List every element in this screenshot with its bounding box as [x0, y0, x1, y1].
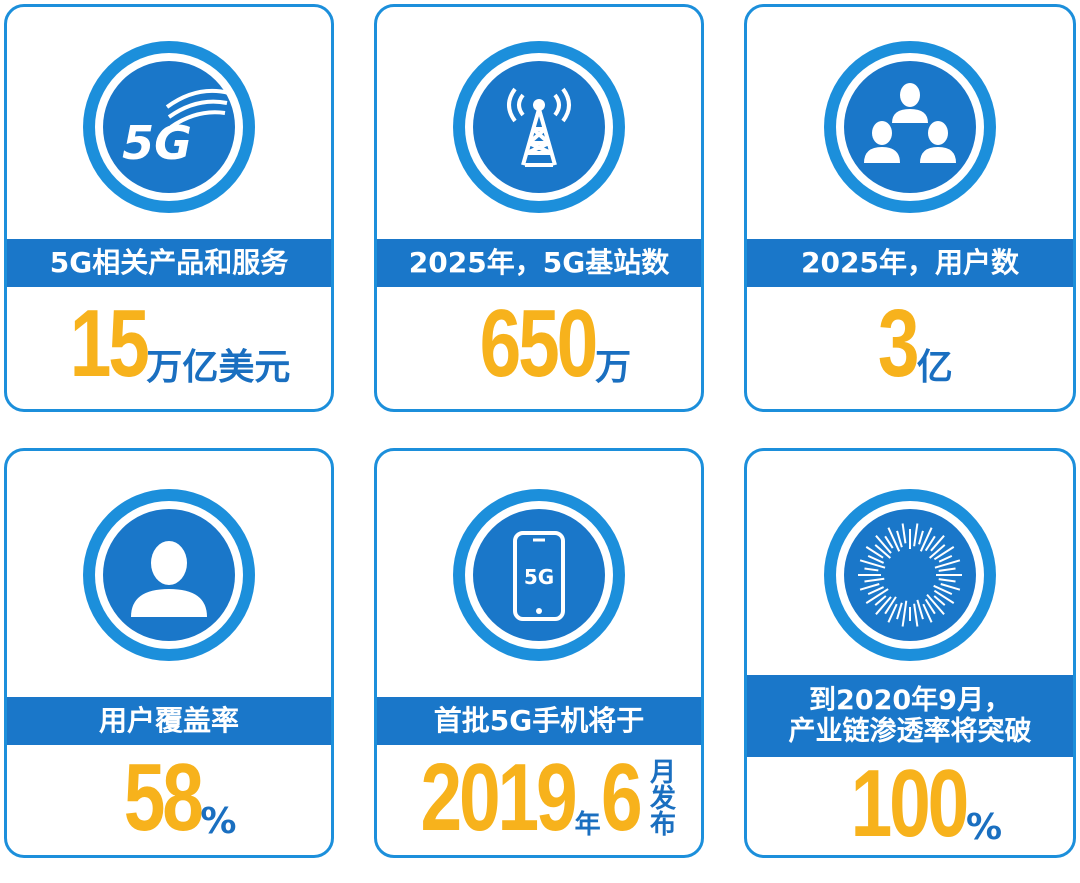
user-icon	[79, 485, 259, 665]
value-unit: %	[966, 807, 1003, 848]
value-year-unit: 年	[574, 810, 601, 840]
value-month-number: 6	[600, 744, 643, 851]
card-value: 58 %	[7, 744, 331, 851]
sunburst-ray	[913, 603, 919, 627]
cell-tower-icon	[449, 37, 629, 217]
card-penetration: 到2020年9月， 产业链渗透率将突破 100 %	[744, 448, 1076, 858]
value-unit: %	[200, 801, 237, 842]
sunburst-icon	[820, 485, 1000, 665]
sunburst-ray	[864, 577, 885, 583]
sunburst-ray	[938, 578, 956, 583]
card-label: 2025年，5G基站数	[377, 239, 701, 287]
card-value: 100 %	[747, 750, 1073, 857]
card-5g-phone: 5G 首批5G手机将于 2019 年 6 月发布	[374, 448, 704, 858]
card-coverage: 用户覆盖率 58 %	[4, 448, 334, 858]
sunburst-ray	[867, 586, 885, 596]
card-value: 3 亿	[747, 290, 1073, 397]
sunburst-ray	[930, 535, 945, 552]
sunburst-ray	[933, 589, 955, 604]
sunburst-ray	[865, 588, 889, 604]
sunburst-ray	[874, 595, 887, 606]
value-year-number: 2019	[420, 744, 577, 851]
sunburst-ray	[933, 595, 946, 606]
card-label: 到2020年9月， 产业链渗透率将突破	[747, 675, 1073, 757]
value-number: 3	[878, 290, 920, 397]
value-unit: 亿	[916, 347, 953, 388]
sunburst-ray	[875, 596, 892, 615]
5g-signal-icon: 5G	[79, 37, 259, 217]
card-label: 2025年，用户数	[747, 239, 1073, 287]
sunburst-ray	[875, 535, 892, 554]
sunburst-ray	[938, 567, 956, 572]
card-label: 首批5G手机将于	[377, 697, 701, 745]
value-number: 15	[69, 290, 149, 397]
svg-text:5G: 5G	[524, 565, 554, 589]
card-label: 用户覆盖率	[7, 697, 331, 745]
card-label: 5G相关产品和服务	[7, 239, 331, 287]
sunburst-ray	[896, 602, 903, 620]
sunburst-ray	[896, 530, 903, 548]
sunburst-ray	[867, 554, 885, 564]
sunburst-ray	[874, 544, 892, 559]
value-number: 58	[123, 744, 203, 851]
sunburst-ray	[940, 583, 961, 591]
sunburst-ray	[865, 546, 884, 559]
sunburst-ray	[884, 535, 894, 549]
sunburst-ray	[938, 554, 953, 563]
value-number: 100	[850, 750, 969, 857]
sunburst-ray	[924, 535, 936, 552]
sunburst-ray	[901, 523, 907, 544]
sunburst-ray	[919, 527, 933, 552]
sunburst-ray	[924, 598, 936, 615]
sunburst-ray	[926, 593, 945, 615]
value-unit: 万	[595, 347, 632, 388]
sunburst-ray	[934, 559, 961, 569]
value-unit: 万亿美元	[146, 347, 291, 388]
card-value: 650 万	[377, 290, 701, 397]
card-label-line1: 到2020年9月，	[809, 684, 1011, 716]
sunburst-ray	[922, 603, 933, 623]
svg-text:5G: 5G	[122, 116, 192, 170]
smartphone-icon: 5G	[449, 485, 629, 665]
sunburst-ray	[859, 583, 880, 591]
sunburst-ray	[887, 527, 901, 552]
card-label-line2: 产业链渗透率将突破	[788, 716, 1032, 747]
card-users: 2025年，用户数 3 亿	[744, 4, 1076, 412]
sunburst-ray	[928, 544, 946, 559]
sunburst-ray	[864, 567, 879, 572]
sunburst-ray	[918, 530, 924, 545]
sunburst-ray	[884, 596, 897, 615]
card-base-stations: 2025年，5G基站数 650 万	[374, 4, 704, 412]
card-5g-market: 5G 5G相关产品和服务 15 万亿美元	[4, 4, 334, 412]
sunburst-ray	[901, 600, 908, 627]
card-value: 15 万亿美元	[7, 290, 331, 397]
sunburst-ray	[933, 546, 955, 561]
value-month-unit: 月发布	[649, 758, 676, 840]
sunburst-ray	[916, 599, 924, 620]
users-group-icon	[820, 37, 1000, 217]
value-number: 650	[479, 290, 599, 397]
sunburst-ray	[913, 523, 919, 547]
card-value: 2019 年 6 月发布	[377, 744, 701, 851]
sunburst-ray	[859, 559, 886, 569]
sunburst-ray	[933, 584, 953, 596]
sunburst-ray	[887, 603, 898, 623]
